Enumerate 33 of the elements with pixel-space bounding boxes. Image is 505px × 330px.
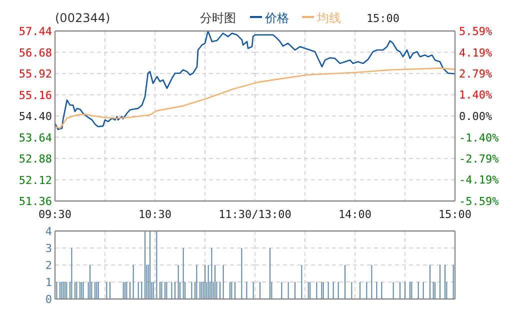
y-tick-label: 4 — [45, 225, 52, 238]
y-tick-label: 55.92 — [18, 68, 52, 80]
chart-title: 分时图 — [200, 11, 236, 25]
text: 5.59% — [459, 25, 492, 38]
x-tick-label: 15:00 — [438, 208, 472, 221]
y-tick-label: 54.40 — [18, 110, 52, 123]
x-tick-label: 10:30 — [138, 208, 172, 221]
legend-label: 价格 — [264, 11, 289, 25]
y-tick-label: 53.64 — [18, 131, 52, 144]
y-tick-label: 57.44 — [18, 25, 52, 38]
text: 1.40% — [459, 88, 492, 102]
text: -1.40% — [459, 131, 499, 144]
text: 0.00% — [459, 110, 492, 123]
y-tick-label: 56.68 — [18, 46, 52, 60]
y-tick-label: 3 — [45, 242, 52, 255]
x-tick-label: 14:00 — [338, 208, 372, 221]
y-tick-label: 52.12 — [18, 174, 52, 187]
y-tick-label: 51.36 — [18, 195, 52, 208]
text: -2.79% — [459, 152, 499, 166]
y-tick-label: 55.16 — [18, 88, 52, 102]
x-tick-label: 11:30/13:00 — [218, 208, 292, 221]
y-tick-label: 52.88 — [18, 152, 52, 166]
text: 15:00 — [366, 12, 400, 25]
text: -5.59% — [459, 195, 499, 208]
chart-subtitle: (002344) — [55, 11, 110, 25]
y-tick-label: 2 — [45, 259, 52, 272]
text: 2.79% — [459, 68, 492, 81]
text: 4.19% — [459, 46, 492, 60]
y-tick-label: 1 — [45, 276, 52, 289]
legend-label: 均线 — [316, 11, 341, 25]
x-tick-label: 09:30 — [38, 208, 72, 221]
y-tick-label: 0 — [45, 293, 52, 306]
text: -4.19% — [459, 174, 499, 187]
